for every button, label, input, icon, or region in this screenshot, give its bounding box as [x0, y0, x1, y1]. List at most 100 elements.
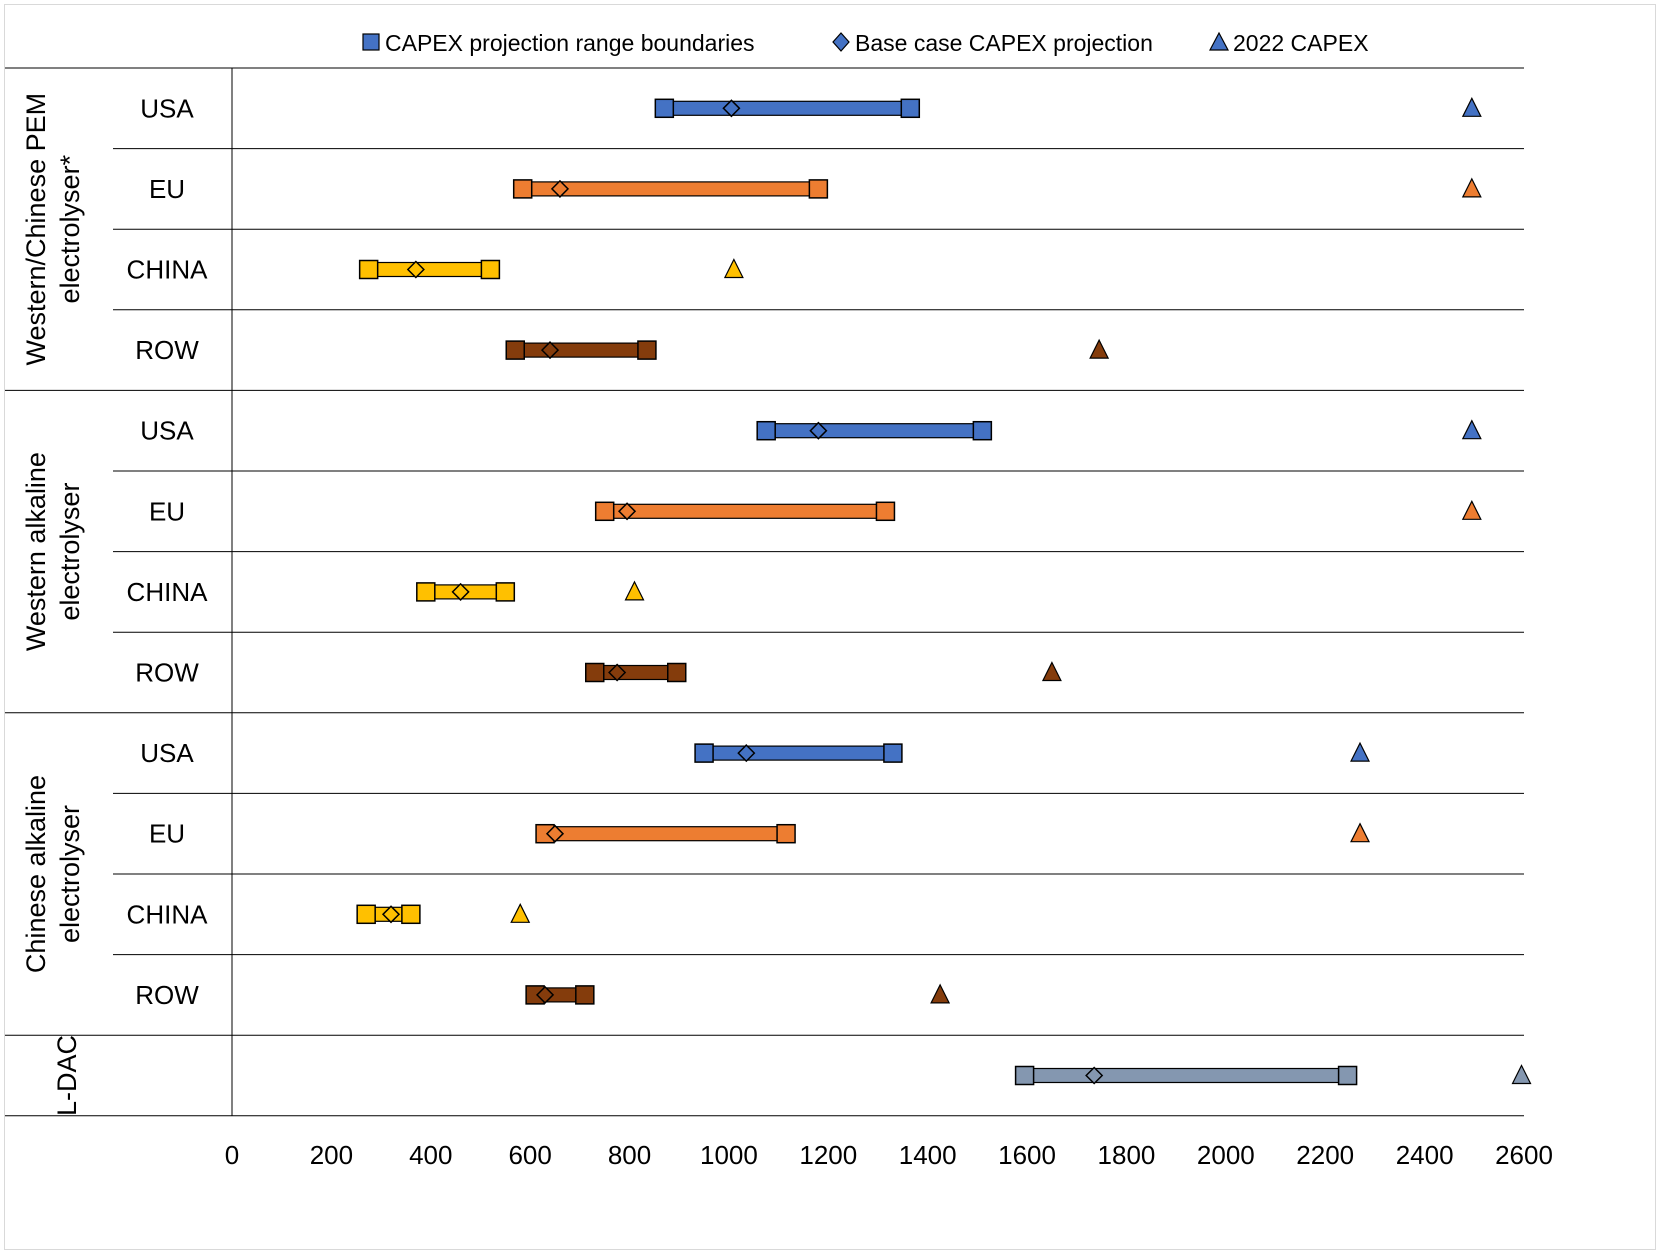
range-low-marker [1014, 1065, 1035, 1086]
range-high-marker [401, 904, 421, 925]
group-label: L-DAC [52, 1035, 82, 1116]
capex-2022-marker [1350, 822, 1370, 843]
range-low-marker [358, 259, 379, 280]
x-tick-label: 2200 [1296, 1140, 1354, 1170]
range-bar [594, 664, 678, 681]
base-case-marker [536, 985, 555, 1004]
x-tick-label: 1400 [899, 1140, 957, 1170]
capex-2022-marker [1461, 419, 1482, 440]
x-tick-label: 1800 [1098, 1140, 1156, 1170]
capex-2022-marker [1461, 177, 1482, 198]
range-low-marker [585, 662, 605, 683]
gridlines [5, 67, 1524, 1117]
range-bar [604, 503, 887, 519]
group-label: Chinese alkaline electrolyser [21, 775, 85, 973]
range-high-marker [1337, 1065, 1358, 1086]
range-low-marker [756, 420, 776, 441]
x-tick-label: 0 [225, 1140, 239, 1170]
capex-2022-marker [510, 902, 531, 923]
row-label-china: CHINA [127, 255, 209, 285]
x-tick-label: 1000 [700, 1140, 758, 1170]
base-case-marker [545, 824, 565, 843]
capex-2022-marker [1350, 741, 1370, 762]
range-high-marker [808, 179, 829, 199]
base-case-marker [617, 502, 637, 521]
range-low-marker [356, 904, 376, 925]
base-case-marker [737, 744, 756, 763]
range-high-marker [495, 582, 516, 602]
group-label-line2: electrolyser [55, 805, 85, 943]
range-high-marker [666, 662, 687, 683]
capex-2022-marker [1089, 338, 1110, 359]
legend-triangle-icon [1209, 31, 1229, 51]
legend-label: CAPEX projection range boundaries [385, 30, 755, 56]
x-tick-label: 2600 [1495, 1140, 1553, 1170]
row-label-china: CHINA [127, 899, 209, 929]
row-label-row: ROW [135, 980, 199, 1010]
base-case-marker [406, 260, 425, 279]
row-label-row: ROW [135, 658, 199, 688]
row-label-eu: EU [149, 174, 185, 204]
capex-2022-marker [624, 580, 645, 601]
row-label-row: ROW [135, 335, 199, 365]
range-high-marker [875, 501, 896, 522]
x-tick-label: 1200 [799, 1140, 857, 1170]
capex-2022-marker [1461, 96, 1482, 117]
capex-2022-marker [723, 258, 744, 279]
legend-label: 2022 CAPEX [1233, 30, 1369, 56]
x-tick-label: 800 [608, 1140, 651, 1170]
base-case-marker [550, 179, 570, 198]
capex-2022-marker [930, 983, 951, 1004]
base-case-marker [809, 421, 828, 440]
capex-2022-marker [1461, 499, 1482, 520]
data-marks [356, 96, 1532, 1086]
base-case-marker [722, 99, 741, 118]
range-bar [368, 261, 491, 278]
range-low-marker [594, 501, 615, 522]
range-high-marker [972, 420, 993, 441]
x-tick-label: 1600 [998, 1140, 1056, 1170]
base-case-marker [381, 905, 401, 924]
group-label: Western alkaline electrolyser [21, 452, 85, 651]
range-bar [544, 826, 787, 842]
range-bar [663, 100, 911, 116]
range-low-marker [416, 582, 436, 602]
x-tick-label: 2000 [1197, 1140, 1255, 1170]
group-label-line1: Western alkaline [21, 452, 51, 651]
row-label-usa: USA [140, 93, 194, 123]
x-tick-label: 200 [310, 1140, 353, 1170]
legend-square-icon [362, 33, 380, 51]
range-high-marker [900, 98, 921, 119]
base-case-marker [451, 582, 470, 601]
group-label-line1: Chinese alkaline [21, 775, 51, 973]
group-label: Western/Chinese PEM electrolyser* [21, 93, 85, 366]
base-case-marker [1085, 1066, 1104, 1085]
range-high-marker [575, 985, 595, 1005]
range-low-marker [505, 340, 525, 360]
category-labels: Western/Chinese PEM electrolyser* USA EU CHI… [21, 93, 208, 1116]
group-label-line1: Western/Chinese PEM [21, 93, 51, 366]
range-low-marker [512, 179, 533, 199]
row-label-usa: USA [140, 738, 194, 768]
x-tick-label: 600 [508, 1140, 551, 1170]
x-tick-label: 400 [409, 1140, 452, 1170]
range-bar [765, 423, 983, 439]
range-low-marker [654, 98, 675, 119]
capex-2022-marker [1041, 661, 1062, 682]
row-label-usa: USA [140, 416, 194, 446]
range-high-marker [637, 340, 657, 360]
range-bar [1023, 1067, 1349, 1084]
legend-diamond-icon [832, 32, 850, 52]
legend: CAPEX projection range boundaries Base ca… [362, 30, 1369, 56]
legend-label: Base case CAPEX projection [855, 30, 1153, 56]
range-bar [514, 342, 648, 358]
row-label-china: CHINA [127, 577, 209, 607]
group-label-line2: electrolyser [55, 483, 85, 621]
x-tick-label: 2400 [1396, 1140, 1454, 1170]
range-high-marker [480, 259, 501, 280]
range-high-marker [883, 743, 903, 763]
row-label-eu: EU [149, 496, 185, 526]
x-axis: 0 200 400 600 800 1000 1200 1400 1600 1800 2000 220… [225, 1140, 1553, 1170]
row-label-eu: EU [149, 819, 185, 849]
range-high-marker [776, 823, 796, 844]
